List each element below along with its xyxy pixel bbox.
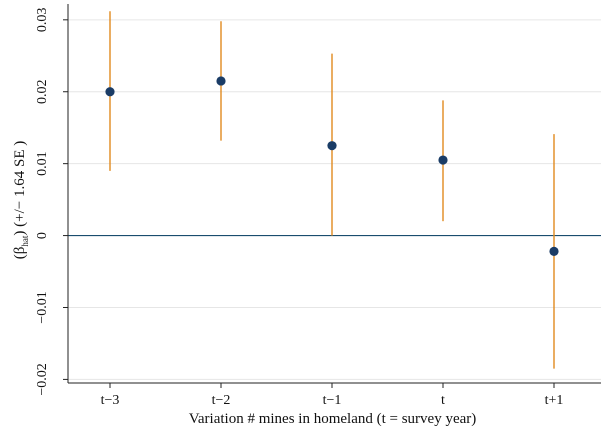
point-estimate [105, 87, 114, 96]
y-tick-label: 0.03 [35, 8, 50, 33]
x-axis-title: Variation # mines in homeland (t = surve… [189, 411, 477, 427]
y-axis-title-open: (β [12, 247, 28, 260]
point-estimate [327, 141, 336, 150]
x-tick-label: t+1 [545, 393, 564, 408]
x-tick-label: t [441, 393, 445, 408]
y-axis-ticks: −0.02 −0.01 0 0.01 0.02 0.03 [35, 8, 68, 396]
y-axis-title-subscript: hat [20, 235, 30, 246]
x-tick-label: t−3 [101, 393, 120, 408]
y-tick-label: 0.01 [35, 151, 50, 176]
y-tick-label: −0.01 [35, 291, 50, 323]
y-axis-title: (βhat) (+/− 1.64 SE ) [12, 141, 30, 259]
point-estimate [216, 76, 225, 85]
error-bars [110, 11, 554, 368]
x-tick-label: t−2 [212, 393, 231, 408]
x-axis-ticks: t−3 t−2 t−1 t t+1 [101, 383, 564, 408]
y-tick-label: 0.02 [35, 79, 50, 104]
gridlines [68, 20, 601, 380]
y-tick-label: −0.02 [35, 363, 50, 395]
x-tick-label: t−1 [323, 393, 342, 408]
point-estimate [438, 155, 447, 164]
y-axis-title-close: ) (+/− 1.64 SE ) [12, 141, 28, 236]
y-tick-label: 0 [35, 232, 50, 239]
point-estimate [549, 247, 558, 256]
